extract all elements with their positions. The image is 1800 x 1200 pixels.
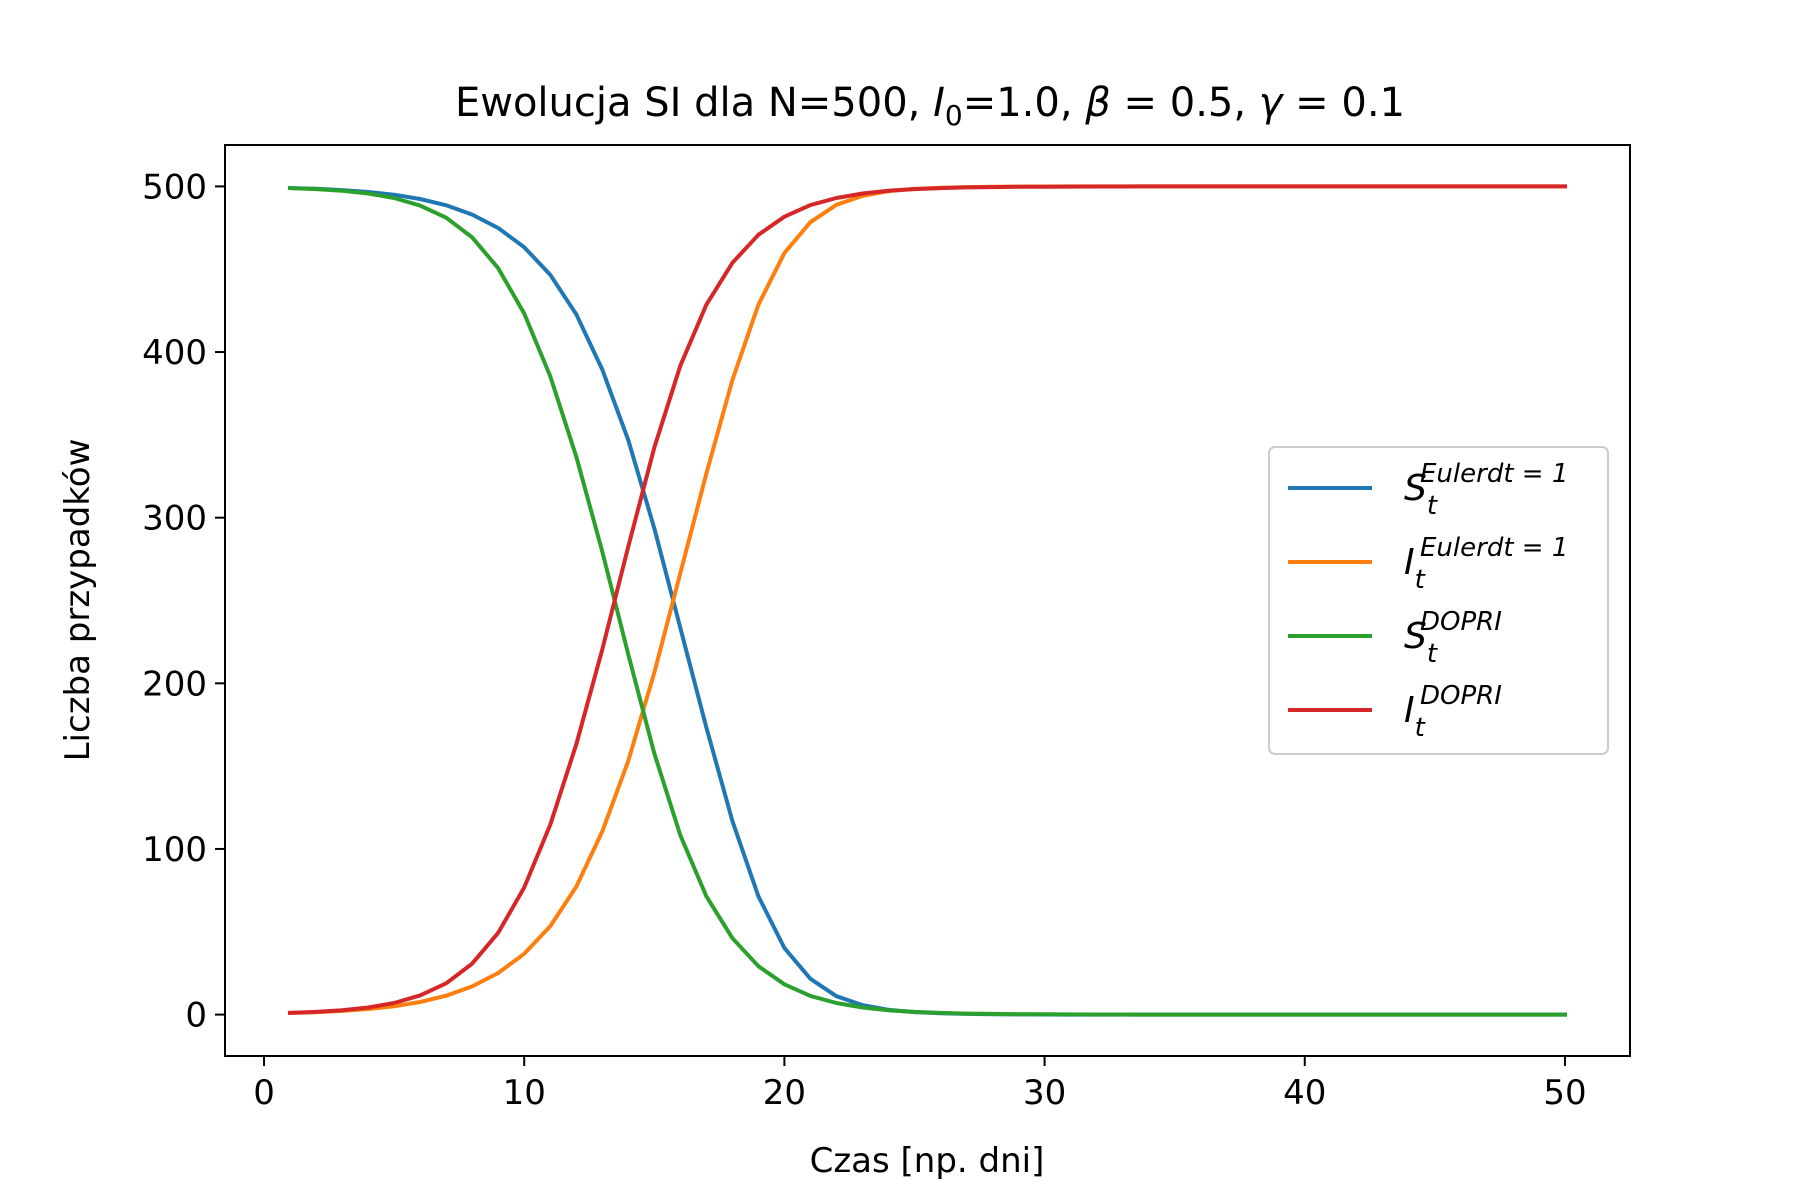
plot-frame [224,144,1631,1057]
legend-label-3: StDOPRI [1404,607,1502,669]
title-gamma-value: = 0.1 [1282,80,1405,126]
legend-label-superscript: Eulerdt = 1 [1420,459,1568,489]
y-tick-label: 0 [185,996,207,1036]
series-line-3 [287,186,1567,1017]
legend-label-subscript: t [1415,565,1426,595]
legend-label-main: I [1404,690,1415,731]
legend-label-4: ItDOPRI [1404,681,1502,743]
plot-lines [287,184,1567,1017]
legend-label-2: ItEulerdt = 1 [1404,533,1568,595]
chart-title: Ewolucja SI dla N=500, I0=1.0, β = 0.5, … [455,80,1405,132]
x-axis-label: Czas [np. dni] [810,1141,1045,1181]
title-i0-var: I [933,80,945,126]
legend-label-main: S [1404,468,1427,509]
y-tick-label: 400 [142,333,207,373]
title-i0-value: =1.0, [963,80,1086,126]
x-axis-ticks: 0 10 20 30 40 50 [253,1056,1587,1113]
y-tick-label: 200 [142,664,207,704]
legend-label-superscript: DOPRI [1420,607,1502,637]
legend-label-main: I [1404,542,1415,583]
legend-label-superscript: Eulerdt = 1 [1420,533,1568,563]
x-tick-label: 0 [253,1073,275,1113]
title-prefix: Ewolucja SI dla N=500, [455,80,933,126]
x-tick-label: 50 [1543,1073,1586,1113]
y-tick-label: 300 [142,499,207,539]
title-beta-symbol: β [1084,80,1111,126]
legend-label-main: S [1404,616,1427,657]
series-line-4 [287,184,1567,1015]
x-tick-label: 30 [1023,1073,1066,1113]
y-axis-label: Liczba przypadków [58,439,98,762]
x-tick-label: 20 [763,1073,806,1113]
x-tick-label: 40 [1283,1073,1326,1113]
y-tick-label: 500 [142,167,207,207]
legend-label-superscript: DOPRI [1420,681,1502,711]
legend-label-1: StEulerdt = 1 [1404,459,1568,521]
title-gamma-symbol: γ [1259,80,1285,126]
y-axis-ticks: 0 100 200 300 400 500 [142,167,225,1036]
y-tick-label: 100 [142,830,207,870]
title-beta-value: = 0.5, [1111,80,1259,126]
x-tick-label: 10 [503,1073,546,1113]
legend-label-subscript: t [1415,713,1426,743]
title-i0-sub: 0 [945,99,963,132]
legend-label-subscript: t [1427,639,1438,669]
legend-label-subscript: t [1427,491,1438,521]
legend-box [1268,446,1609,755]
